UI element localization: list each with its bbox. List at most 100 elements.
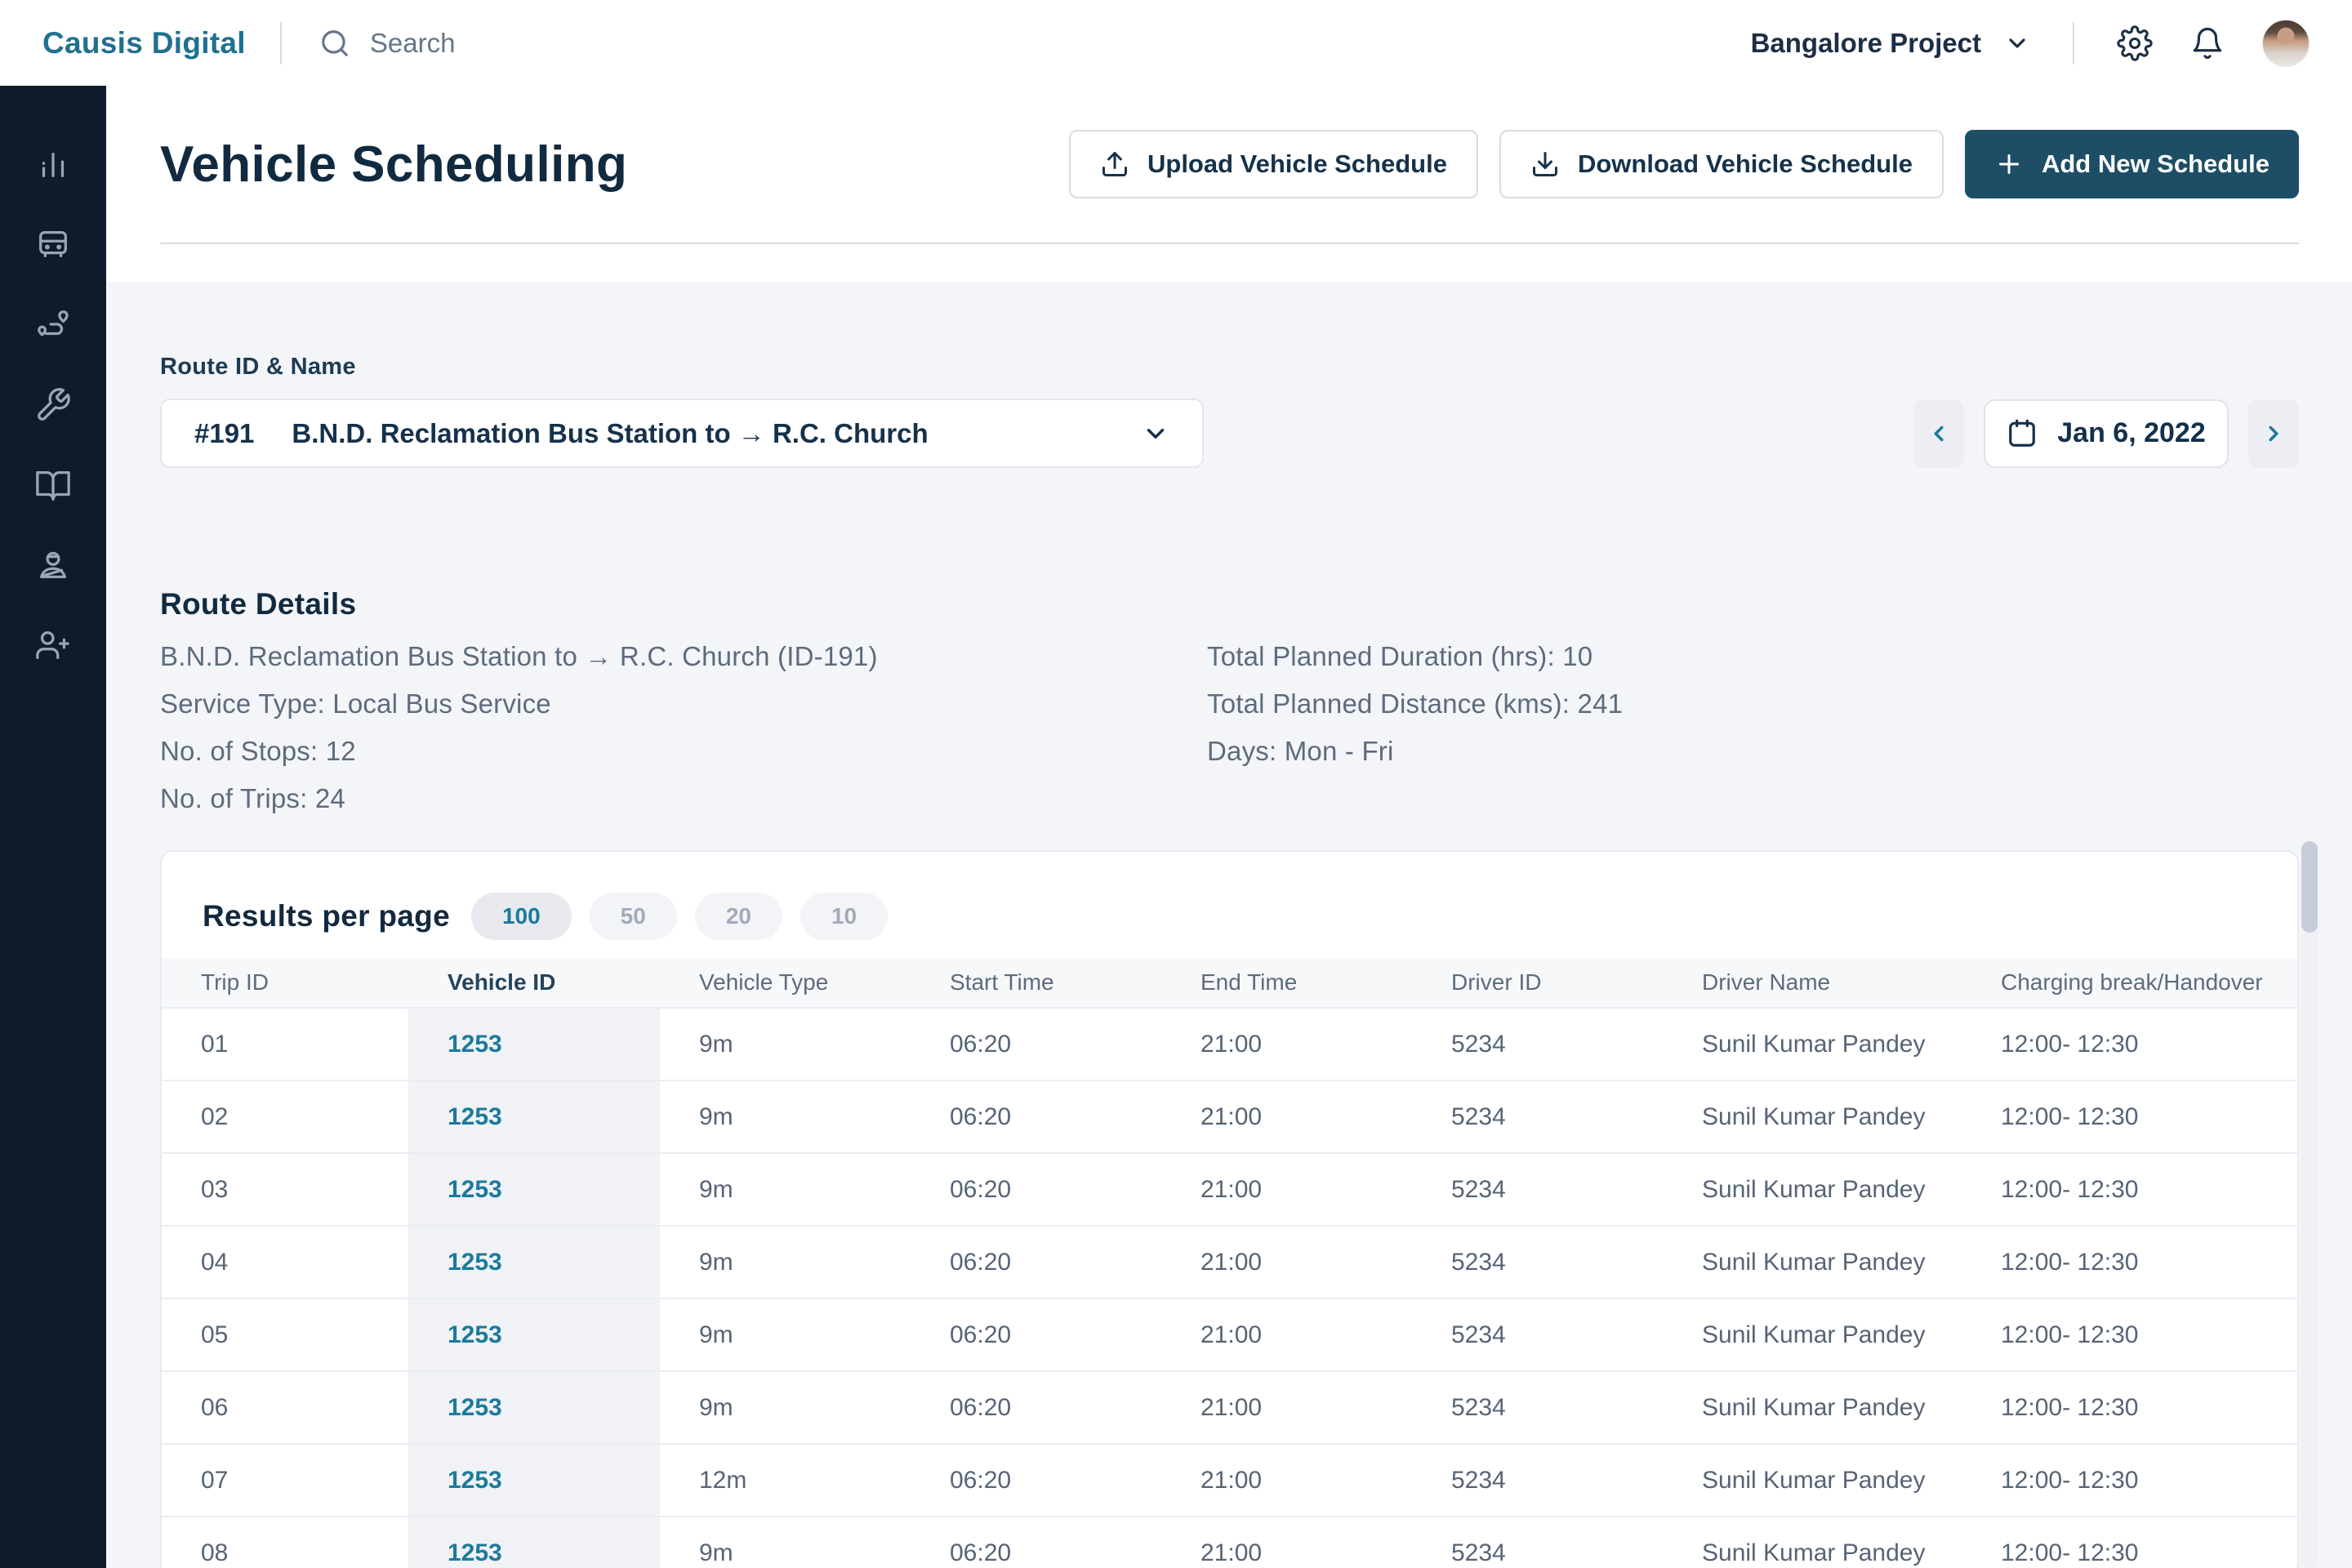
chevron-right-icon: [2269, 425, 2278, 441]
add-new-schedule-button[interactable]: Add New Schedule: [1964, 130, 2299, 198]
table-row: 06 1253 9m 06:20 21:00 5234 Sunil Kumar Pandey…: [162, 1370, 2297, 1443]
vehicle-id-cell[interactable]: 1253: [408, 1517, 660, 1568]
upload-vehicle-schedule-button[interactable]: Upload Vehicle Schedule: [1069, 130, 1478, 198]
charging-break-cell: 12:00- 12:30: [2001, 1030, 2139, 1058]
column-header-end-time: End Time: [1200, 969, 1298, 995]
download-icon: [1532, 152, 1557, 176]
search-input[interactable]: Search: [319, 28, 455, 59]
download-vehicle-schedule-button[interactable]: Download Vehicle Schedule: [1499, 130, 1944, 198]
route-details: B.N.D. Reclamation Bus Station to → R.C.…: [160, 633, 2299, 822]
end-time-cell: 21:00: [1200, 1175, 1263, 1203]
sidebar-item-routes[interactable]: [34, 306, 72, 344]
column-header-charging-break-handover: Charging break/Handover: [2001, 969, 2263, 995]
vehicle-type-cell: 9m: [699, 1539, 733, 1566]
route-selector-label: Route ID & Name: [160, 354, 356, 380]
start-time-cell: 06:20: [950, 1321, 1012, 1348]
trip-id-cell: 01: [201, 1030, 229, 1058]
column-header-vehicle-id: Vehicle ID: [448, 969, 556, 995]
route-detail-line: Total Planned Duration (hrs): 10: [1207, 641, 1593, 671]
vehicle-id-cell[interactable]: 1253: [408, 1154, 660, 1225]
start-time-cell: 06:20: [950, 1466, 1012, 1494]
charging-break-cell: 12:00- 12:30: [2001, 1393, 2139, 1421]
vehicle-id-cell[interactable]: 1253: [408, 1445, 660, 1516]
date-picker[interactable]: Jan 6, 2022: [1984, 399, 2229, 468]
topbar-divider: [2073, 21, 2074, 65]
route-dropdown[interactable]: #191 B.N.D. Reclamation Bus Station to →…: [160, 399, 1204, 468]
notifications-button[interactable]: [2190, 26, 2225, 60]
charging-break-cell: 12:00- 12:30: [2001, 1175, 2139, 1203]
sidebar-item-maintenance[interactable]: [34, 386, 72, 424]
charging-break-cell: 12:00- 12:30: [2001, 1539, 2139, 1566]
sidebar-item-fleet[interactable]: [34, 226, 72, 264]
route-detail-line: Days: Mon - Fri: [1207, 736, 1394, 766]
sidebar-item-add-user[interactable]: [34, 626, 72, 664]
driver-name-cell: Sunil Kumar Pandey: [1702, 1321, 1926, 1348]
brand-logo: Causis Digital: [42, 25, 246, 60]
plus-icon: [1998, 154, 2019, 174]
vehicle-id-cell[interactable]: 1253: [408, 1372, 660, 1443]
results-per-page-label: Results per page: [203, 899, 450, 933]
route-name: B.N.D. Reclamation Bus Station to → R.C.…: [292, 417, 929, 448]
sidebar-item-analytics[interactable]: [34, 146, 72, 184]
page-size-pill-50[interactable]: 50: [589, 893, 677, 940]
gear-icon: [2117, 24, 2153, 61]
sidebar-item-guide[interactable]: [34, 466, 72, 504]
page-title: Vehicle Scheduling: [160, 136, 628, 193]
table-scrollbar-track: [2301, 841, 2318, 1568]
page-size-pill-100[interactable]: 100: [470, 893, 572, 940]
trip-id-cell: 07: [201, 1466, 229, 1494]
vehicle-id-cell[interactable]: 1253: [408, 1299, 660, 1370]
trip-id-cell: 02: [201, 1102, 229, 1130]
route-detail-line: B.N.D. Reclamation Bus Station to → R.C.…: [160, 641, 878, 671]
page-size-pill-10[interactable]: 10: [800, 893, 889, 940]
table-row: 04 1253 9m 06:20 21:00 5234 Sunil Kumar Pandey…: [162, 1225, 2297, 1298]
table-row: 05 1253 9m 06:20 21:00 5234 Sunil Kumar Pandey…: [162, 1298, 2297, 1370]
end-time-cell: 21:00: [1200, 1321, 1263, 1348]
route-details-left-column: B.N.D. Reclamation Bus Station to → R.C.…: [160, 633, 1207, 822]
start-time-cell: 06:20: [950, 1248, 1012, 1276]
settings-button[interactable]: [2117, 24, 2153, 61]
trip-id-cell: 03: [201, 1175, 229, 1203]
vehicle-type-cell: 9m: [699, 1393, 733, 1421]
wrench-icon: [38, 388, 70, 421]
vehicle-id-cell[interactable]: 1253: [408, 1227, 660, 1298]
table-scrollbar-thumb[interactable]: [2301, 841, 2318, 933]
previous-day-button[interactable]: [1913, 399, 1964, 468]
user-plus-icon: [36, 631, 69, 659]
end-time-cell: 21:00: [1200, 1393, 1263, 1421]
add-button-label: Add New Schedule: [2041, 149, 2270, 178]
next-day-button[interactable]: [2248, 399, 2299, 468]
end-time-cell: 21:00: [1200, 1102, 1263, 1130]
driver-id-cell: 5234: [1451, 1393, 1506, 1421]
table-row: 08 1253 9m 06:20 21:00 5234 Sunil Kumar Pandey…: [162, 1516, 2297, 1568]
vehicle-type-cell: 9m: [699, 1030, 733, 1058]
driver-id-cell: 5234: [1451, 1466, 1506, 1494]
driver-name-cell: Sunil Kumar Pandey: [1702, 1539, 1926, 1566]
end-time-cell: 21:00: [1200, 1030, 1263, 1058]
end-time-cell: 21:00: [1200, 1466, 1263, 1494]
vehicle-type-cell: 9m: [699, 1248, 733, 1276]
page-size-pill-20[interactable]: 20: [694, 893, 782, 940]
trip-id-cell: 05: [201, 1321, 229, 1348]
driver-name-cell: Sunil Kumar Pandey: [1702, 1175, 1926, 1203]
chevron-down-icon: [1142, 420, 1169, 448]
trip-id-cell: 08: [201, 1539, 229, 1566]
charging-break-cell: 12:00- 12:30: [2001, 1466, 2139, 1494]
vehicle-id-cell[interactable]: 1253: [408, 1081, 660, 1152]
vehicle-id-cell[interactable]: 1253: [408, 1009, 660, 1080]
column-header-start-time: Start Time: [950, 969, 1054, 995]
project-selector[interactable]: Bangalore Project: [1751, 28, 2030, 59]
download-button-label: Download Vehicle Schedule: [1577, 149, 1913, 178]
table-row: 01 1253 9m 06:20 21:00 5234 Sunil Kumar Pandey…: [162, 1007, 2297, 1080]
table-row: 03 1253 9m 06:20 21:00 5234 Sunil Kumar Pandey…: [162, 1152, 2297, 1225]
driver-id-cell: 5234: [1451, 1539, 1506, 1566]
main-content: Route ID & Name #191 B.N.D. Reclamation …: [106, 282, 2352, 1568]
bell-icon: [2193, 27, 2222, 59]
selected-date: Jan 6, 2022: [2057, 417, 2206, 448]
avatar[interactable]: [2262, 19, 2310, 67]
charging-break-cell: 12:00- 12:30: [2001, 1248, 2139, 1276]
sidebar-item-drivers[interactable]: [34, 546, 72, 584]
route-icon: [38, 310, 69, 336]
start-time-cell: 06:20: [950, 1102, 1012, 1130]
route-detail-line: Service Type: Local Bus Service: [160, 688, 551, 719]
